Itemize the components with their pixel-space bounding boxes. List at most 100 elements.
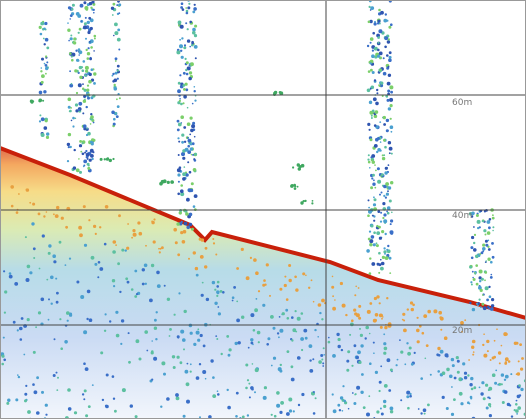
echo-dot [17,329,19,331]
echo-dot [301,164,305,168]
echo-dot [377,210,380,213]
echo-dot [479,387,481,389]
echo-dot [68,98,72,102]
echo-dot [195,267,198,270]
echo-dot [389,98,393,102]
echo-dot [374,297,377,300]
echo-dot [452,364,455,367]
echo-dot [46,61,48,63]
echo-dot [286,412,290,416]
echo-dot [288,264,291,267]
echo-dot [358,287,360,289]
echo-dot [166,397,170,401]
echo-dot [370,69,373,72]
echo-dot [115,311,118,314]
echo-dot [69,314,72,317]
echo-dot [180,231,183,234]
echo-dot [390,410,393,413]
echo-dot [177,120,180,123]
echo-dot [361,373,364,376]
echo-dot [328,341,331,344]
echo-dot [279,329,283,333]
echo-dot [367,159,369,161]
echo-dot [323,354,325,356]
echo-dot [194,34,197,37]
echo-dot [377,167,380,170]
echo-dot [68,40,70,42]
echo-dot [196,331,200,335]
echo-dot [136,339,140,343]
echo-dot [178,21,182,25]
echo-dot [187,137,189,139]
echo-dot [375,110,379,114]
echo-dot [121,319,124,322]
echo-dot [213,242,215,244]
echo-dot [507,403,510,406]
echo-dot [192,122,195,125]
echo-dot [490,261,493,264]
echo-dot [358,305,361,308]
echo-dot [424,413,426,415]
echo-dot [84,74,87,77]
echo-dot [479,270,483,274]
echo-dot [151,340,153,342]
echo-dot [477,220,481,224]
echo-dot [379,69,381,71]
echo-dot [39,91,43,95]
echo-dot [446,355,449,358]
echo-dot [479,299,481,301]
echo-dot [86,156,88,158]
echo-dot [485,384,488,387]
echo-dot [206,298,209,301]
echo-dot [205,247,208,250]
echo-dot [193,158,195,160]
echo-dot [84,6,88,10]
echo-dot [41,81,44,84]
echo-dot [94,35,97,38]
echo-dot [373,97,377,101]
echo-dot [396,364,398,366]
echo-dot [82,88,84,90]
echo-dot [202,370,206,374]
echo-dot [472,354,474,356]
echo-dot [444,336,448,340]
echo-dot [314,329,316,331]
echo-dot [391,131,393,133]
echo-dot [488,286,490,288]
echo-dot [280,401,284,405]
echo-dot [286,298,289,301]
echo-dot [446,407,449,410]
echo-dot [358,361,361,364]
echo-dot [182,84,185,87]
echo-dot [389,200,392,203]
echo-dot [470,281,472,283]
echo-dot [232,300,234,302]
echo-dot [132,229,135,232]
echo-dot [322,365,324,367]
echo-dot [247,414,249,416]
echo-dot [177,129,180,132]
echo-dot [173,366,176,369]
echo-dot [56,372,58,374]
echo-dot [196,274,199,277]
echo-dot [39,120,41,122]
echo-dot [336,333,339,336]
echo-dot [302,272,305,275]
echo-dot [366,249,370,253]
echo-dot [182,172,186,176]
echo-dot [86,134,88,136]
echo-dot [216,295,218,297]
echo-dot [492,373,496,377]
echo-dot [476,214,479,217]
echo-dot [397,359,399,361]
echo-dot [45,64,48,67]
echo-dot [215,254,217,256]
echo-dot [376,244,379,247]
echo-dot [332,307,336,311]
depth-label: 40m [452,211,472,221]
echo-dot [476,283,479,286]
echo-dot [515,409,519,413]
echo-dot [440,350,444,354]
echo-dot [471,284,473,286]
echo-dot [282,312,285,315]
